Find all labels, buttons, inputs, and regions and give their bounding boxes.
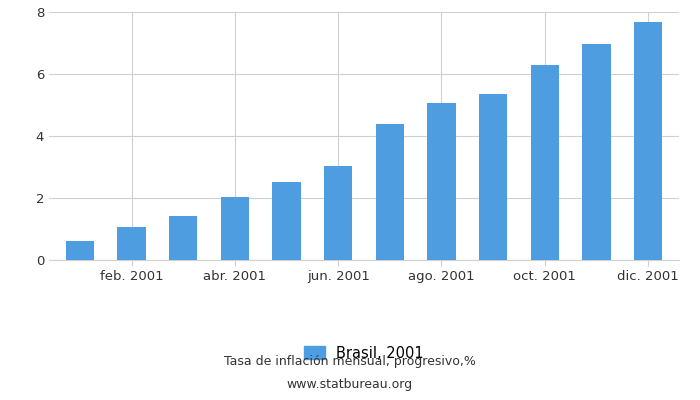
Bar <box>634 22 662 260</box>
Bar <box>479 94 507 260</box>
Text: Tasa de inflación mensual, progresivo,%: Tasa de inflación mensual, progresivo,% <box>224 356 476 368</box>
Bar <box>169 216 197 260</box>
Bar <box>582 44 610 260</box>
Legend: Brasil, 2001: Brasil, 2001 <box>298 340 430 367</box>
Bar <box>376 124 404 260</box>
Bar <box>531 65 559 260</box>
Bar <box>272 182 301 260</box>
Bar <box>220 197 249 260</box>
Bar <box>427 103 456 260</box>
Bar <box>324 166 352 260</box>
Bar <box>66 241 94 260</box>
Bar <box>118 227 146 260</box>
Text: www.statbureau.org: www.statbureau.org <box>287 378 413 391</box>
